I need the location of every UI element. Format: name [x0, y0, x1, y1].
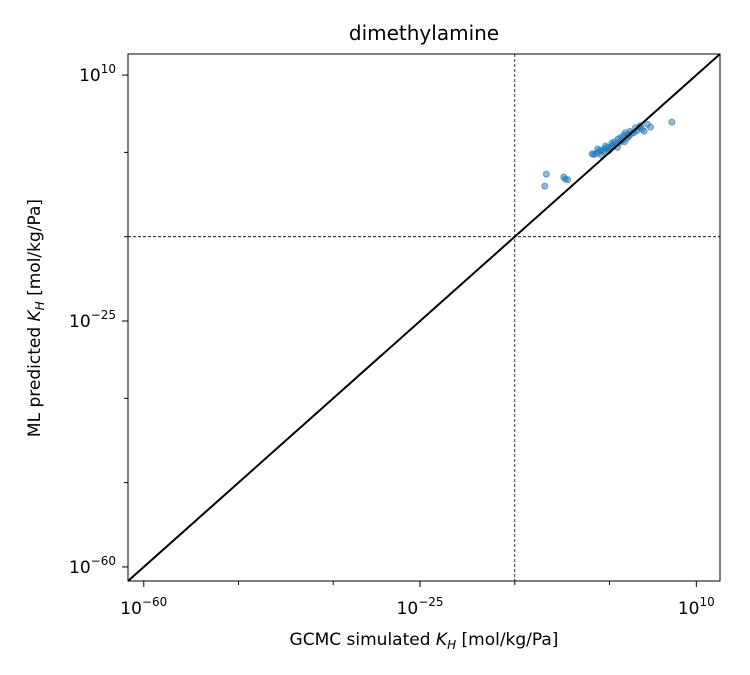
plot-frame — [127, 53, 721, 582]
x-tick-label: 10−25 — [397, 595, 444, 619]
axes: 10−60 10−25 1010 10−60 10−25 1010 — [69, 53, 721, 619]
chart-title: dimethylamine — [349, 21, 499, 45]
data-point — [640, 127, 648, 135]
data-point — [608, 139, 616, 147]
y-axis-label: ML predicted KH [mol/kg/Pa] — [25, 199, 47, 437]
plot-area — [127, 53, 721, 582]
data-point — [668, 118, 676, 126]
data-point — [564, 176, 572, 184]
data-point — [602, 142, 610, 150]
data-point — [541, 182, 549, 190]
y-tick-label: 1010 — [79, 62, 116, 86]
diagonal-line — [127, 53, 721, 582]
y-tick-label: 10−60 — [69, 554, 116, 578]
x-axis-label: GCMC simulated KH [mol/kg/Pa] — [290, 630, 559, 652]
data-point — [614, 135, 622, 143]
y-tick-label: 10−25 — [69, 308, 116, 332]
x-tick-label: 1010 — [678, 595, 715, 619]
data-point — [594, 145, 602, 153]
data-point — [647, 123, 655, 131]
x-tick-label: 10−60 — [120, 595, 167, 619]
data-point — [542, 170, 550, 178]
